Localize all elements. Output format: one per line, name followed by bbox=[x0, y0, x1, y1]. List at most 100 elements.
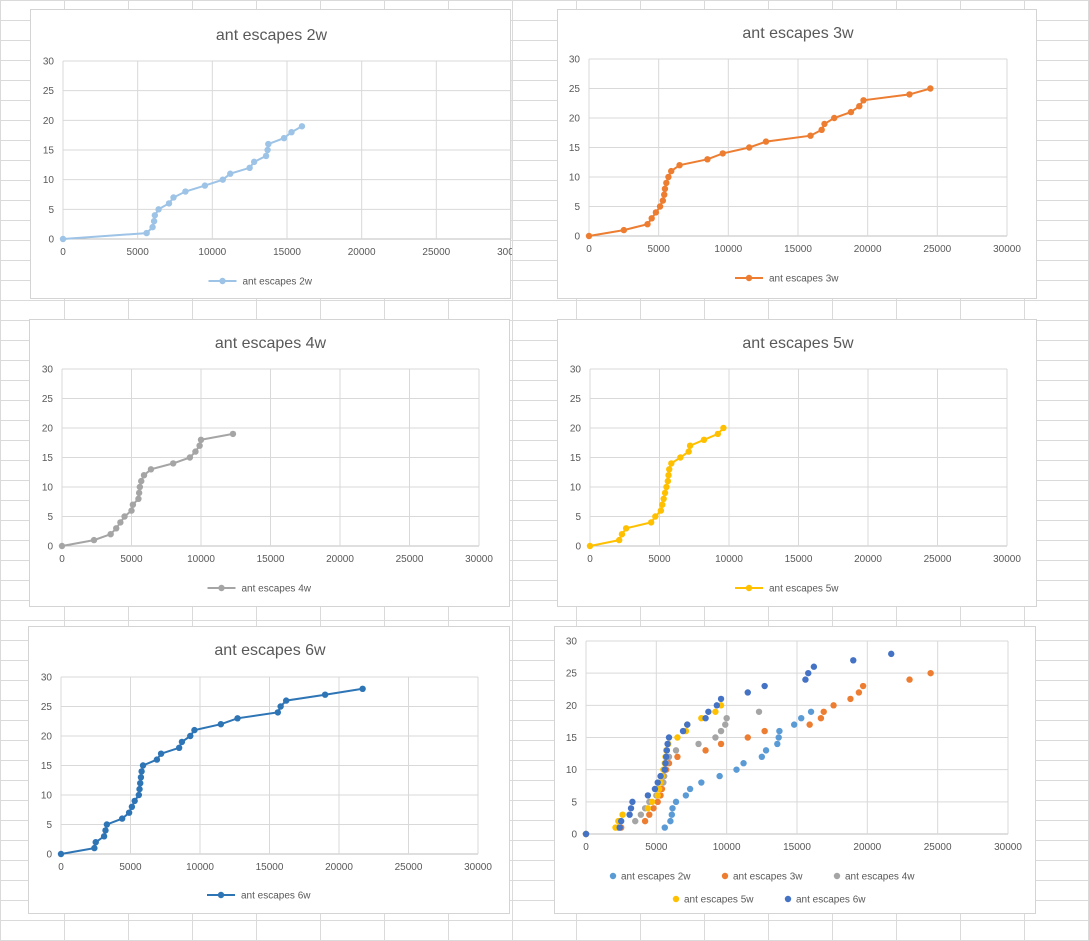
legend-item[interactable]: ant escapes 6w bbox=[784, 895, 866, 906]
chart-ant-escapes-6w[interactable]: ant escapes 6w 0 5 10 15 20 25 30 0 5000 10000 1500… bbox=[28, 626, 510, 914]
y-tick-label: 15 bbox=[566, 733, 578, 744]
legend-item[interactable]: ant escapes 3w bbox=[735, 274, 839, 285]
legend-label: ant escapes 6w bbox=[241, 891, 311, 902]
data-point bbox=[685, 448, 692, 455]
y-tick-label: 0 bbox=[47, 542, 53, 553]
data-point bbox=[654, 792, 661, 799]
data-point bbox=[165, 200, 173, 207]
x-tick-label: 5000 bbox=[119, 862, 142, 873]
legend-marker bbox=[672, 895, 680, 903]
data-point bbox=[197, 436, 205, 443]
legend-item[interactable]: ant escapes 4w bbox=[833, 872, 915, 883]
x-tick-label: 10000 bbox=[713, 842, 741, 853]
legend-item[interactable]: ant escapes 4w bbox=[207, 584, 312, 595]
chart-svg: ant escapes 2w 0 5 10 15 20 25 30 0 5000 10000 1500… bbox=[43, 27, 512, 288]
legend-item[interactable]: ant escapes 5w bbox=[672, 895, 754, 906]
data-point bbox=[717, 727, 725, 735]
x-tick-label: 15000 bbox=[785, 554, 813, 565]
data-point bbox=[674, 734, 681, 741]
y-tick-label: 15 bbox=[41, 761, 53, 772]
x-tick-label: 5000 bbox=[645, 842, 668, 853]
data-point bbox=[666, 466, 673, 473]
data-point bbox=[647, 519, 655, 526]
data-point bbox=[265, 140, 272, 148]
data-point bbox=[277, 703, 284, 710]
data-point bbox=[661, 191, 668, 198]
data-point bbox=[103, 821, 111, 828]
data-point bbox=[663, 179, 670, 187]
data-point bbox=[700, 436, 708, 443]
data-point bbox=[774, 740, 781, 748]
data-point bbox=[175, 744, 183, 751]
x-tick-label: 10000 bbox=[714, 244, 742, 255]
chart-ant-escapes-4w[interactable]: ant escapes 4w 0 5 10 15 20 25 30 0 5000 10000 1500… bbox=[29, 319, 510, 607]
x-tick-label: 20000 bbox=[325, 862, 353, 873]
data-point bbox=[733, 766, 740, 773]
data-point bbox=[669, 805, 676, 812]
chart-title: ant escapes 2w bbox=[216, 27, 328, 44]
legend-item[interactable]: ant escapes 2w bbox=[609, 872, 691, 883]
data-point bbox=[135, 791, 143, 799]
x-tick-label: 15000 bbox=[256, 862, 284, 873]
data-point bbox=[927, 669, 934, 677]
data-point bbox=[615, 536, 623, 544]
legend-marker bbox=[784, 895, 792, 903]
data-point bbox=[716, 772, 723, 780]
x-tick-label: 30000 bbox=[993, 554, 1021, 565]
chart-title: ant escapes 3w bbox=[742, 25, 854, 42]
y-tick-label: 10 bbox=[566, 765, 578, 776]
data-point bbox=[136, 785, 143, 793]
data-point bbox=[657, 507, 665, 514]
data-point bbox=[138, 477, 145, 485]
chart-ant-escapes-2w[interactable]: ant escapes 2w 0 5 10 15 20 25 30 0 5000 10000 1500… bbox=[30, 9, 512, 299]
data-point bbox=[153, 756, 161, 763]
data-point bbox=[676, 162, 683, 169]
legend-item[interactable]: ant escapes 3w bbox=[721, 872, 803, 883]
y-tick-label: 0 bbox=[571, 830, 577, 841]
data-point bbox=[847, 695, 854, 703]
x-tick-label: 10000 bbox=[198, 247, 226, 258]
legend-item[interactable]: ant escapes 5w bbox=[735, 584, 839, 595]
chart-combined-scatter[interactable]: 0 5 10 15 20 25 30 0 5000 10000 15000 20000 25000 300… bbox=[554, 626, 1036, 914]
x-tick-label: 20000 bbox=[348, 247, 376, 258]
y-tick-label: 10 bbox=[41, 791, 53, 802]
data-point bbox=[107, 531, 114, 538]
data-point bbox=[831, 114, 838, 122]
data-point bbox=[740, 760, 747, 767]
data-point bbox=[137, 774, 145, 781]
x-tick-label: 5000 bbox=[648, 554, 671, 565]
y-tick-label: 20 bbox=[42, 424, 54, 435]
chart-ant-escapes-5w[interactable]: ant escapes 5w 0 5 10 15 20 25 30 0 5000 10000 1500… bbox=[557, 319, 1037, 607]
data-point bbox=[186, 454, 194, 461]
x-tick-label: 10000 bbox=[187, 554, 215, 565]
data-point bbox=[661, 766, 668, 773]
y-tick-label: 30 bbox=[566, 637, 578, 648]
data-point bbox=[155, 206, 162, 213]
data-point bbox=[805, 669, 812, 677]
data-point bbox=[817, 715, 825, 722]
data-point bbox=[644, 221, 651, 228]
data-point bbox=[191, 726, 198, 734]
data-point bbox=[128, 803, 136, 810]
y-tick-label: 5 bbox=[574, 202, 580, 213]
legend-item[interactable]: ant escapes 2w bbox=[208, 277, 313, 288]
data-point bbox=[170, 194, 177, 201]
y-tick-label: 5 bbox=[575, 512, 581, 523]
data-point bbox=[821, 120, 828, 128]
data-point bbox=[59, 235, 67, 243]
y-tick-label: 10 bbox=[570, 483, 582, 494]
data-point bbox=[744, 689, 751, 696]
data-point bbox=[178, 738, 186, 746]
legend-marker bbox=[745, 274, 753, 282]
chart-svg: 0 5 10 15 20 25 30 0 5000 10000 15000 20000 25000 300… bbox=[566, 637, 1022, 906]
data-point bbox=[662, 760, 669, 767]
legend-item[interactable]: ant escapes 6w bbox=[207, 891, 311, 902]
data-point bbox=[619, 811, 626, 818]
data-point bbox=[140, 472, 148, 479]
data-point bbox=[137, 780, 144, 787]
chart-title: ant escapes 5w bbox=[742, 335, 854, 352]
data-point bbox=[684, 721, 691, 728]
y-tick-label: 30 bbox=[43, 57, 55, 68]
chart-ant-escapes-3w[interactable]: ant escapes 3w 0 5 10 15 20 25 30 0 5000 10000 1500… bbox=[557, 9, 1037, 299]
data-point bbox=[196, 442, 203, 449]
